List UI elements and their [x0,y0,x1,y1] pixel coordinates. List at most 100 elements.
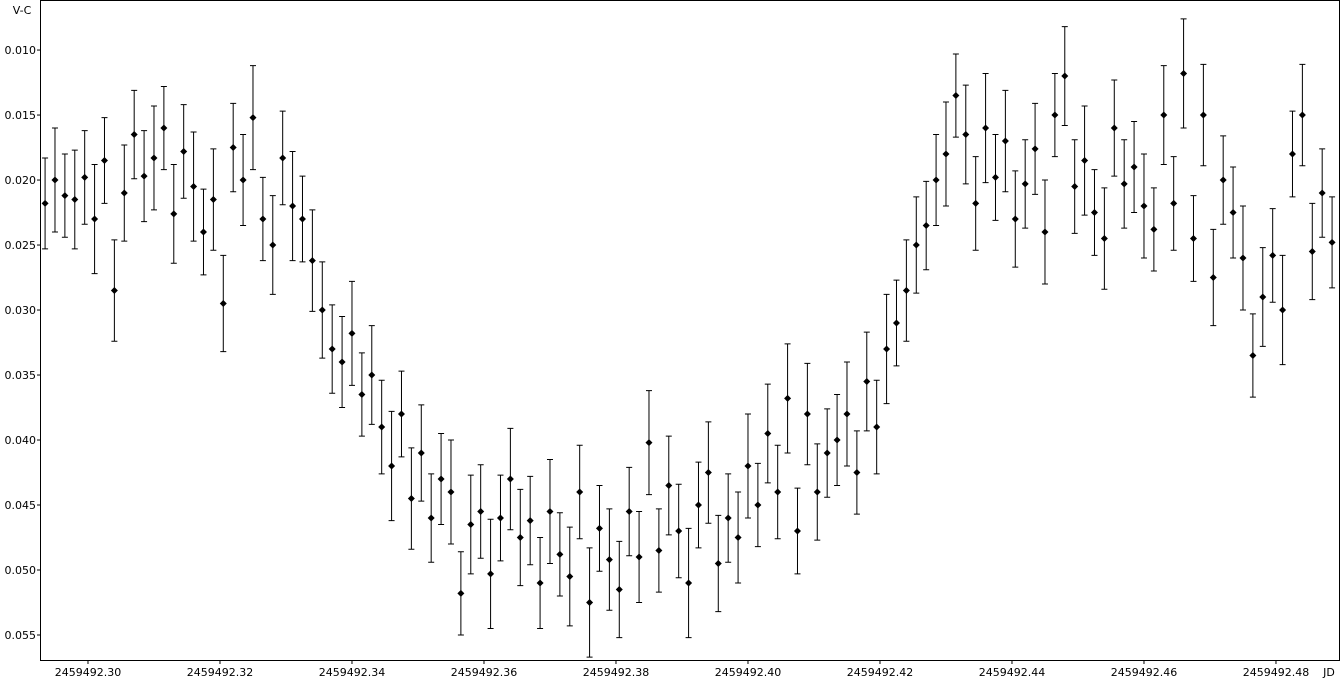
data-point [407,495,415,503]
data-point [774,488,782,496]
data-point [1031,145,1039,153]
data-point [477,508,485,516]
data-point [496,514,504,522]
data-point [457,589,465,597]
y-tick-label: 0.035 [5,369,37,382]
data-point [1071,183,1079,191]
data-point [1259,293,1267,301]
data-point [734,534,742,542]
data-point [942,150,950,158]
data-point [595,524,603,532]
data-point [417,449,425,457]
x-axis-label: JD [1322,666,1335,679]
data-point [714,560,722,568]
data-point [1269,251,1277,259]
data-point [615,586,623,594]
data-point [556,550,564,558]
data-point [1160,111,1168,119]
data-point [1199,111,1207,119]
data-point [1318,189,1326,197]
data-point [150,154,158,162]
data-point [1011,215,1019,223]
data-point [1130,163,1138,171]
data-point [813,488,821,496]
data-point [1229,209,1237,217]
data-point [190,183,198,191]
data-point [368,371,376,379]
data-point [61,192,69,200]
data-point [1001,137,1009,145]
data-point [892,319,900,327]
data-point [209,196,217,204]
data-point [526,517,534,525]
data-point [625,508,633,516]
data-point [1090,209,1098,217]
x-tick-label: 2459492.32 [187,666,253,679]
y-axis-label: V-C [13,4,32,17]
data-point [902,287,910,295]
data-point [358,391,366,399]
data-point [219,300,227,308]
y-tick-label: 0.040 [5,434,37,447]
data-point [229,144,237,152]
data-point [1219,176,1227,184]
data-point [100,157,108,165]
data-point [1110,124,1118,132]
data-point [180,147,188,155]
data-point [764,430,772,438]
data-point [289,202,297,210]
data-point [318,306,326,314]
data-point [447,488,455,496]
x-tick-label: 2459492.44 [979,666,1045,679]
data-point [71,196,79,204]
x-tick-label: 2459492.48 [1243,666,1309,679]
data-point [110,287,118,295]
data-point [962,131,970,139]
data-point [298,215,306,223]
data-point [576,488,584,496]
data-point [516,534,524,542]
data-point [635,553,643,561]
y-tick-label: 0.050 [5,564,37,577]
data-point [249,114,257,122]
data-point [487,570,495,578]
data-point [348,329,356,337]
y-tick-label: 0.055 [5,629,37,642]
x-tick-label: 2459492.40 [715,666,781,679]
data-point [41,199,49,207]
x-tick-label: 2459492.34 [319,666,385,679]
data-point [1328,238,1336,246]
data-point [1239,254,1247,262]
data-point [645,439,653,447]
data-point [873,423,881,431]
data-point [81,173,89,181]
data-point [1279,306,1287,314]
data-point [1170,199,1178,207]
data-point [991,173,999,181]
data-point [120,189,128,197]
data-point [1298,111,1306,119]
x-tick-label: 2459492.30 [55,666,121,679]
x-tick-label: 2459492.46 [1111,666,1177,679]
data-point [784,394,792,402]
data-point [506,475,514,483]
data-point [328,345,336,353]
y-tick-label: 0.020 [5,174,37,187]
data-point [397,410,405,418]
data-point [744,462,752,470]
data-point [279,154,287,162]
data-point [605,556,613,564]
data-point [239,176,247,184]
data-point [1180,69,1188,77]
data-point [388,462,396,470]
data-point [1041,228,1049,236]
data-point [675,527,683,535]
data-point [308,257,316,265]
data-point [1140,202,1148,210]
y-tick-label: 0.045 [5,499,37,512]
data-point [1021,180,1029,188]
data-point [1120,180,1128,188]
data-point [546,508,554,516]
data-point [378,423,386,431]
